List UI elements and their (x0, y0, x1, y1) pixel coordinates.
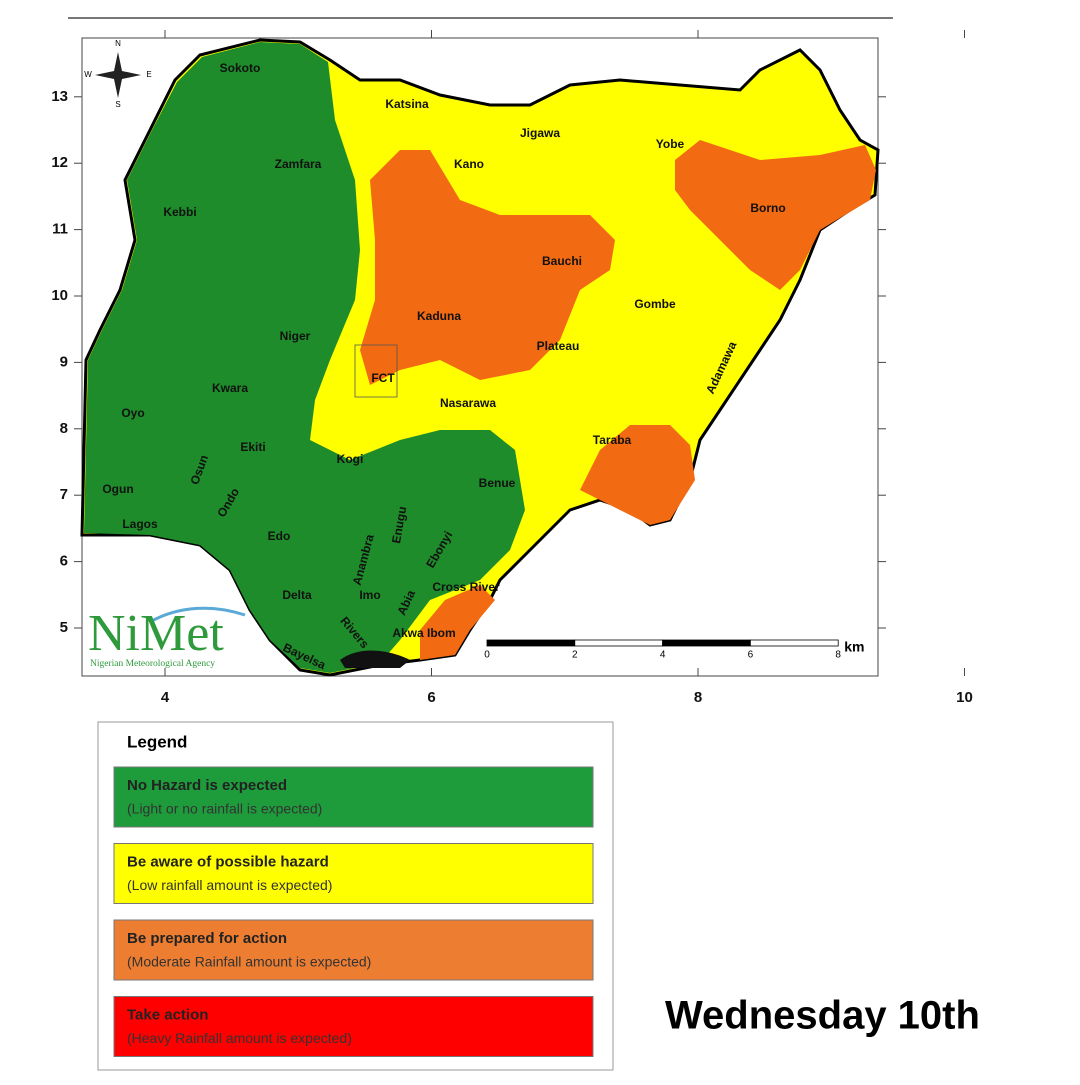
state-label: Bauchi (542, 254, 582, 268)
legend-item-title: Take action (127, 1006, 208, 1023)
legend-item-description: (Light or no rainfall is expected) (127, 801, 322, 817)
scale-label: 0 (484, 650, 490, 661)
state-label: Kano (454, 157, 484, 171)
state-label: Sokoto (220, 61, 261, 75)
legend-item-description: (Moderate Rainfall amount is expected) (127, 954, 371, 970)
scale-unit: km (844, 639, 864, 655)
scale-segment (486, 639, 576, 647)
y-tick-label: 12 (51, 154, 68, 171)
state-label: Cross River (432, 580, 500, 594)
compass-w: W (84, 70, 92, 79)
state-label: Enugu (389, 505, 409, 544)
scale-label: 6 (748, 650, 754, 661)
x-tick-label: 8 (694, 689, 702, 706)
legend-item-description: (Heavy Rainfall amount is expected) (127, 1030, 352, 1046)
y-tick-label: 13 (51, 88, 68, 105)
y-tick-label: 8 (60, 420, 68, 437)
logo: NiMet Nigerian Meteorological Agency (88, 605, 246, 669)
compass-s: S (115, 100, 120, 109)
legend-item-title: Be aware of possible hazard (127, 853, 329, 870)
delta-coast (340, 650, 410, 668)
legend-swatch (113, 843, 594, 904)
orange-borno (675, 140, 876, 290)
compass-e: E (146, 70, 151, 79)
state-label: Yobe (656, 137, 685, 151)
logo-swoosh (149, 606, 246, 624)
legend-swatch (113, 766, 594, 828)
state-label: Kogi (337, 452, 364, 466)
legend-item-title: Be prepared for action (127, 930, 287, 947)
state-label: Delta (282, 588, 312, 602)
compass-n: N (115, 39, 121, 48)
state-label: Zamfara (275, 157, 322, 171)
state-label: Imo (359, 588, 380, 602)
map (80, 38, 880, 677)
logo-subtitle: Nigerian Meteorological Agency (90, 659, 215, 669)
state-label: Niger (280, 329, 311, 343)
state-label: Ogun (102, 482, 133, 496)
state-label: FCT (371, 371, 395, 385)
state-label: Edo (268, 529, 291, 543)
scale-label: 4 (660, 650, 666, 661)
state-label: Kebbi (163, 205, 196, 219)
scale-segment (574, 639, 663, 647)
orange-taraba (580, 425, 695, 525)
fct-box (354, 344, 398, 398)
scale-bar: 0 2 4 6 8km (484, 639, 864, 661)
y-tick-label: 7 (60, 486, 68, 503)
day-label: Wednesday 10th (665, 994, 980, 1038)
compass-star (95, 52, 141, 98)
legend-swatch (113, 919, 594, 981)
state-label: Lagos (122, 517, 158, 531)
compass: N E S W (84, 39, 151, 109)
state-label: Kaduna (417, 309, 461, 323)
state-label: Kwara (212, 381, 248, 395)
state-label: Katsina (385, 97, 429, 111)
y-tick-label: 5 (60, 619, 68, 636)
state-label: Oyo (121, 406, 144, 420)
state-label: Plateau (537, 339, 580, 353)
x-tick-label: 4 (161, 689, 170, 706)
state-label: Gombe (634, 297, 676, 311)
legend-title: Legend (127, 732, 187, 751)
legend-items: No Hazard is expected (Light or no rainfa… (113, 766, 594, 1057)
legend-item-title: No Hazard is expected (127, 777, 287, 794)
y-tick-label: 11 (52, 221, 68, 238)
orange-central (360, 150, 615, 385)
logo-name: NiMet (88, 605, 224, 662)
scale-segment (750, 639, 839, 647)
state-label: Akwa Ibom (392, 626, 455, 640)
x-tick-label: 6 (427, 689, 435, 706)
y-tick-label: 6 (60, 553, 68, 570)
legend-swatch (113, 996, 594, 1057)
orange-cross-river (420, 585, 495, 660)
legend-item-description: (Low rainfall amount is expected) (127, 877, 332, 893)
green-zone (84, 42, 525, 673)
state-label: Benue (479, 476, 516, 490)
scale-segment (662, 639, 751, 647)
state-label: Jigawa (520, 126, 560, 140)
y-tick-label: 10 (51, 287, 68, 304)
y-tick-label: 9 (60, 353, 68, 370)
state-label: Borno (750, 201, 785, 215)
axes: 4681012145678910111213 (51, 30, 973, 706)
x-tick-label: 10 (956, 689, 973, 706)
state-label: Taraba (593, 433, 632, 447)
state-label: Nasarawa (440, 396, 496, 410)
state-label: Ekiti (240, 440, 265, 454)
scale-label: 2 (572, 650, 578, 661)
scale-label: 8 (835, 650, 841, 661)
